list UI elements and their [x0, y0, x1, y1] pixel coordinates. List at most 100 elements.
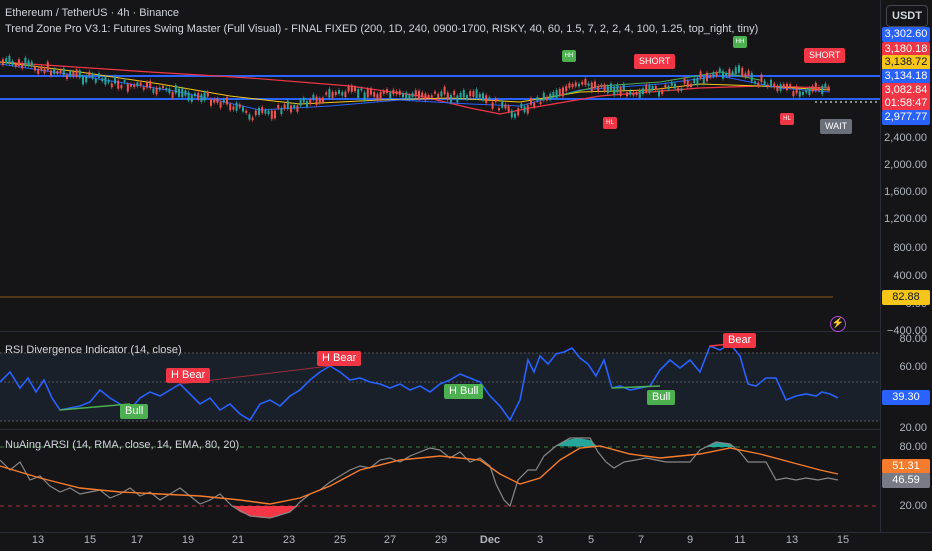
candle — [821, 85, 824, 95]
candle — [699, 71, 702, 79]
candle — [238, 104, 241, 108]
candle — [267, 110, 270, 115]
currency-button[interactable]: USDT — [886, 5, 928, 27]
candle — [370, 88, 372, 95]
time-tick: 15 — [836, 534, 850, 546]
candle — [629, 90, 632, 95]
price-tag: 3,302.60 — [882, 27, 930, 42]
candle — [245, 110, 248, 113]
rsi-bear-label: Bear — [723, 333, 757, 348]
candle — [62, 68, 65, 76]
candle — [526, 105, 529, 114]
symbol-title[interactable]: Ethereum / TetherUS · 4h · Binance — [5, 7, 180, 19]
candle — [290, 105, 292, 113]
time-tick: 25 — [333, 534, 347, 546]
candle — [101, 78, 104, 82]
candle — [421, 92, 424, 98]
candle — [219, 102, 222, 108]
price-pane — [0, 61, 880, 298]
price-tick: 800.00 — [893, 242, 927, 254]
candle — [494, 98, 497, 102]
candle — [331, 91, 334, 98]
candle — [734, 67, 737, 75]
candle — [760, 74, 763, 82]
arsi-value-tag: 51.31 — [882, 459, 930, 474]
candle — [43, 68, 46, 74]
candle — [98, 73, 100, 78]
chart-area[interactable] — [0, 0, 880, 532]
candle — [651, 85, 654, 90]
price-chart[interactable] — [0, 0, 880, 532]
candle — [46, 61, 49, 71]
candle — [638, 90, 641, 98]
candle — [78, 70, 81, 78]
pane-separator[interactable] — [0, 331, 932, 332]
time-tick: 15 — [83, 534, 97, 546]
rsi-title[interactable]: RSI Divergence Indicator (14, close) — [5, 344, 182, 356]
rsi-tick: 60.00 — [899, 361, 927, 373]
candle — [363, 92, 366, 101]
candle — [798, 91, 801, 97]
candle — [142, 87, 145, 90]
candle — [728, 69, 731, 77]
bolt-icon[interactable]: ⚡ — [830, 316, 846, 332]
candle — [357, 89, 360, 98]
short-signal-label: SHORT — [634, 54, 676, 69]
candle — [811, 85, 814, 92]
rsi-bull-label: Bull — [120, 404, 149, 419]
candle — [510, 110, 513, 118]
time-tick: 5 — [587, 534, 595, 546]
candle — [296, 105, 299, 112]
candle — [389, 92, 392, 99]
candle — [216, 98, 219, 103]
rsi-bull-label: H Bull — [444, 384, 484, 399]
candle — [203, 92, 206, 101]
candle — [168, 88, 171, 94]
arsi-title[interactable]: NuAing ARSI (14, RMA, close, 14, EMA, 80… — [5, 439, 240, 451]
time-tick: 17 — [130, 534, 144, 546]
candle — [338, 90, 340, 94]
candle — [130, 84, 132, 87]
time-tick: 3 — [536, 534, 544, 546]
time-tick: 11 — [734, 534, 746, 546]
price-tick: 2,000.00 — [884, 159, 927, 171]
time-tick: 9 — [686, 534, 694, 546]
candle — [187, 92, 190, 101]
candle — [616, 84, 619, 93]
candle — [437, 93, 440, 99]
candle — [283, 104, 286, 109]
candle — [40, 66, 43, 71]
candle — [66, 74, 68, 79]
time-axis[interactable] — [0, 532, 932, 551]
candle — [194, 93, 196, 96]
candle — [587, 83, 590, 86]
candle — [654, 85, 657, 91]
candle — [430, 95, 433, 98]
candle — [549, 93, 552, 100]
candle — [731, 71, 734, 75]
candle — [34, 66, 36, 71]
candle — [558, 88, 561, 96]
candle — [50, 70, 52, 76]
price-tick: 2,400.00 — [884, 132, 927, 144]
candle — [171, 92, 174, 98]
candle — [766, 84, 769, 88]
candle — [747, 70, 750, 76]
candle — [270, 110, 273, 120]
candle — [424, 93, 427, 101]
candle — [802, 91, 804, 95]
price-tag: 3,180.18 — [882, 42, 930, 57]
candle — [523, 106, 526, 113]
candle — [776, 85, 779, 92]
candle — [152, 88, 155, 93]
indicator-title[interactable]: Trend Zone Pro V3.1: Futures Swing Maste… — [5, 23, 759, 35]
candle — [261, 107, 264, 113]
candle — [590, 82, 593, 92]
candle — [299, 99, 302, 106]
price-tag: 3,138.72 — [882, 55, 930, 70]
candle — [670, 82, 673, 86]
pane-separator[interactable] — [0, 429, 932, 430]
candle — [702, 77, 705, 84]
candle — [600, 84, 603, 88]
candle — [472, 91, 475, 97]
